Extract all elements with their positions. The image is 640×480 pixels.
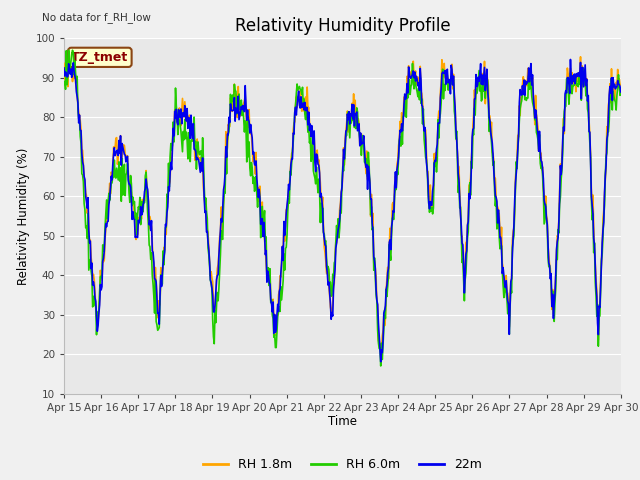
Title: Relativity Humidity Profile: Relativity Humidity Profile <box>235 17 450 36</box>
X-axis label: Time: Time <box>328 415 357 429</box>
Y-axis label: Relativity Humidity (%): Relativity Humidity (%) <box>17 147 30 285</box>
Text: No data for f_RH_low: No data for f_RH_low <box>42 12 150 23</box>
Legend: RH 1.8m, RH 6.0m, 22m: RH 1.8m, RH 6.0m, 22m <box>198 453 486 476</box>
Text: TZ_tmet: TZ_tmet <box>71 51 129 64</box>
